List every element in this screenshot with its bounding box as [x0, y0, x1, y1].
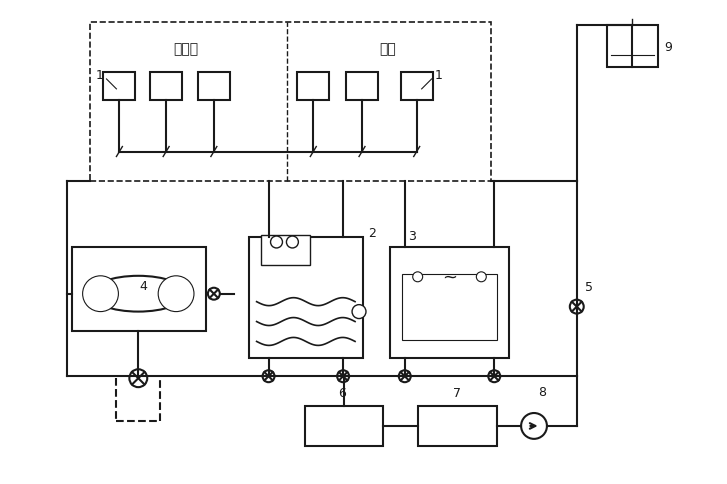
- Circle shape: [129, 369, 148, 387]
- Bar: [89, 23, 491, 182]
- Bar: [402, 274, 497, 341]
- Bar: [198, 73, 230, 101]
- Bar: [260, 236, 310, 265]
- Circle shape: [476, 272, 486, 282]
- Circle shape: [286, 237, 298, 248]
- Circle shape: [489, 370, 500, 382]
- Circle shape: [208, 288, 220, 300]
- Text: 2: 2: [368, 226, 376, 239]
- Text: 1: 1: [435, 69, 443, 82]
- Bar: [401, 73, 433, 101]
- Text: 8: 8: [538, 385, 546, 398]
- Text: 9: 9: [664, 41, 672, 54]
- Text: 1: 1: [95, 69, 103, 82]
- Text: 内区: 内区: [379, 42, 396, 56]
- Circle shape: [413, 272, 422, 282]
- Ellipse shape: [91, 276, 186, 312]
- Bar: [249, 238, 363, 359]
- Text: 6: 6: [338, 386, 346, 399]
- Circle shape: [521, 413, 547, 439]
- Bar: [606, 26, 659, 68]
- Bar: [346, 73, 378, 101]
- Text: 周边区: 周边区: [174, 42, 198, 56]
- Circle shape: [570, 300, 584, 314]
- Circle shape: [83, 276, 119, 312]
- Bar: [418, 406, 497, 446]
- Text: 5: 5: [585, 281, 593, 294]
- Circle shape: [337, 370, 349, 382]
- Circle shape: [262, 370, 275, 382]
- Circle shape: [270, 237, 283, 248]
- Bar: [390, 247, 509, 359]
- Bar: [297, 73, 329, 101]
- Bar: [305, 406, 383, 446]
- Text: 4: 4: [140, 280, 147, 293]
- Circle shape: [399, 370, 411, 382]
- Text: ~: ~: [442, 268, 457, 286]
- Text: 7: 7: [454, 386, 462, 399]
- Text: 3: 3: [408, 229, 416, 242]
- Circle shape: [158, 276, 194, 312]
- Bar: [72, 247, 206, 332]
- Bar: [103, 73, 135, 101]
- Circle shape: [352, 305, 366, 319]
- Bar: [150, 73, 182, 101]
